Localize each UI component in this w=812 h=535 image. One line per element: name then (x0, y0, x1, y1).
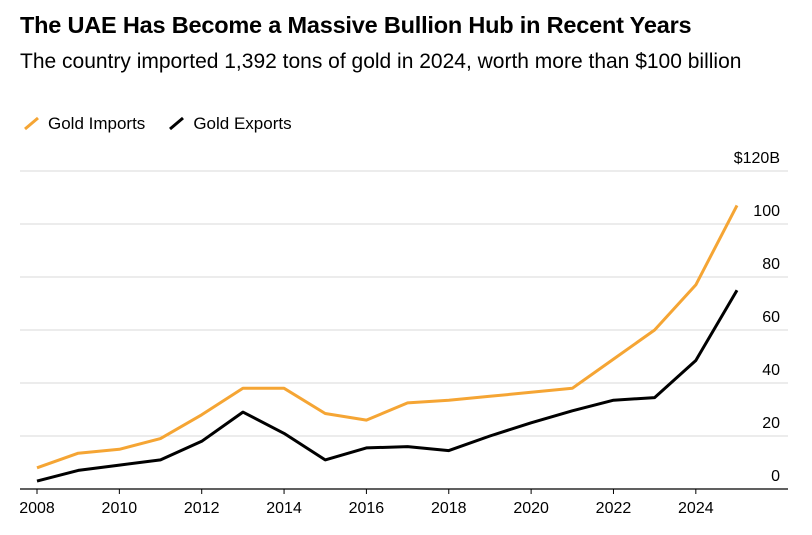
data-point-gold-exports-2012 (200, 440, 203, 443)
data-point-gold-imports-2010 (118, 448, 121, 451)
legend-swatch-gold-imports (24, 116, 39, 131)
data-point-gold-exports-2020 (530, 421, 533, 424)
x-tick-label-2012: 2012 (184, 500, 220, 517)
data-point-gold-exports-2013 (241, 411, 244, 414)
data-point-gold-imports-2024 (694, 283, 697, 286)
data-point-gold-exports-2023 (653, 396, 656, 399)
data-point-gold-exports-2011 (159, 458, 162, 461)
x-tick-label-2010: 2010 (102, 500, 138, 517)
data-point-gold-imports-2019 (488, 395, 491, 398)
chart-title: The UAE Has Become a Massive Bullion Hub… (20, 12, 692, 38)
y-tick-label-80: 80 (762, 256, 780, 273)
x-tick-label-2022: 2022 (596, 500, 632, 517)
data-point-gold-imports-2017 (406, 401, 409, 404)
data-point-gold-exports-2014 (283, 432, 286, 435)
legend-label-gold-exports: Gold Exports (193, 114, 292, 133)
data-point-gold-exports-2016 (365, 446, 368, 449)
y-tick-label-40: 40 (762, 362, 780, 379)
series-line-gold-exports (36, 289, 739, 483)
data-point-gold-imports-2008 (36, 466, 39, 469)
data-point-gold-exports-2015 (324, 458, 327, 461)
data-point-gold-imports-2015 (324, 412, 327, 415)
data-point-gold-imports-2014 (283, 387, 286, 390)
data-point-gold-imports-2018 (447, 399, 450, 402)
data-point-gold-exports-2010 (118, 464, 121, 467)
y-tick-label-0: 0 (771, 468, 780, 485)
y-axis-ticks: 0 20 40 60 80 100 $120B (734, 150, 780, 485)
data-point-gold-exports-2022 (612, 399, 615, 402)
gridlines (20, 170, 788, 490)
legend-item-gold-imports: Gold Imports (22, 114, 145, 134)
data-point-gold-imports-2009 (77, 452, 80, 455)
y-tick-label-20: 20 (762, 415, 780, 432)
y-tick-label-100: 100 (753, 203, 780, 220)
legend-swatch-gold-exports (169, 116, 185, 131)
data-point-gold-exports-2008 (36, 480, 39, 483)
data-point-gold-imports-2022 (612, 358, 615, 361)
x-axis-ticks: 2008 2010 2012 2014 2016 2018 2020 2022 2024 (19, 489, 714, 517)
data-point-gold-imports-2023 (653, 329, 656, 332)
legend-item-gold-exports: Gold Exports (167, 114, 292, 134)
data-point-gold-imports-2013 (241, 387, 244, 390)
x-tick-label-2014: 2014 (266, 500, 302, 517)
data-point-gold-imports-2011 (159, 437, 162, 440)
chart-subtitle: The country imported 1,392 tons of gold … (20, 50, 742, 73)
data-point-gold-imports-2025 (736, 204, 739, 207)
data-point-gold-imports-2012 (200, 413, 203, 416)
chart-legend: Gold Imports Gold Exports (22, 114, 314, 134)
data-point-gold-exports-2017 (406, 445, 409, 448)
legend-label-gold-imports: Gold Imports (48, 114, 146, 133)
data-point-gold-exports-2018 (447, 449, 450, 452)
data-point-gold-exports-2024 (694, 359, 697, 362)
x-tick-label-2008: 2008 (19, 500, 55, 517)
data-point-gold-imports-2021 (571, 387, 574, 390)
data-point-gold-exports-2009 (77, 469, 80, 472)
x-tick-label-2018: 2018 (431, 500, 467, 517)
data-point-gold-exports-2019 (488, 435, 491, 438)
data-point-gold-exports-2021 (571, 409, 574, 412)
data-point-gold-imports-2016 (365, 419, 368, 422)
series-line-gold-imports (36, 204, 739, 470)
data-point-gold-exports-2025 (736, 289, 739, 292)
y-tick-label-120: $120B (734, 150, 780, 167)
data-point-gold-imports-2020 (530, 391, 533, 394)
x-tick-label-2020: 2020 (513, 500, 549, 517)
x-tick-label-2024: 2024 (678, 500, 714, 517)
x-tick-label-2016: 2016 (349, 500, 385, 517)
series-lines (36, 204, 739, 483)
y-tick-label-60: 60 (762, 309, 780, 326)
